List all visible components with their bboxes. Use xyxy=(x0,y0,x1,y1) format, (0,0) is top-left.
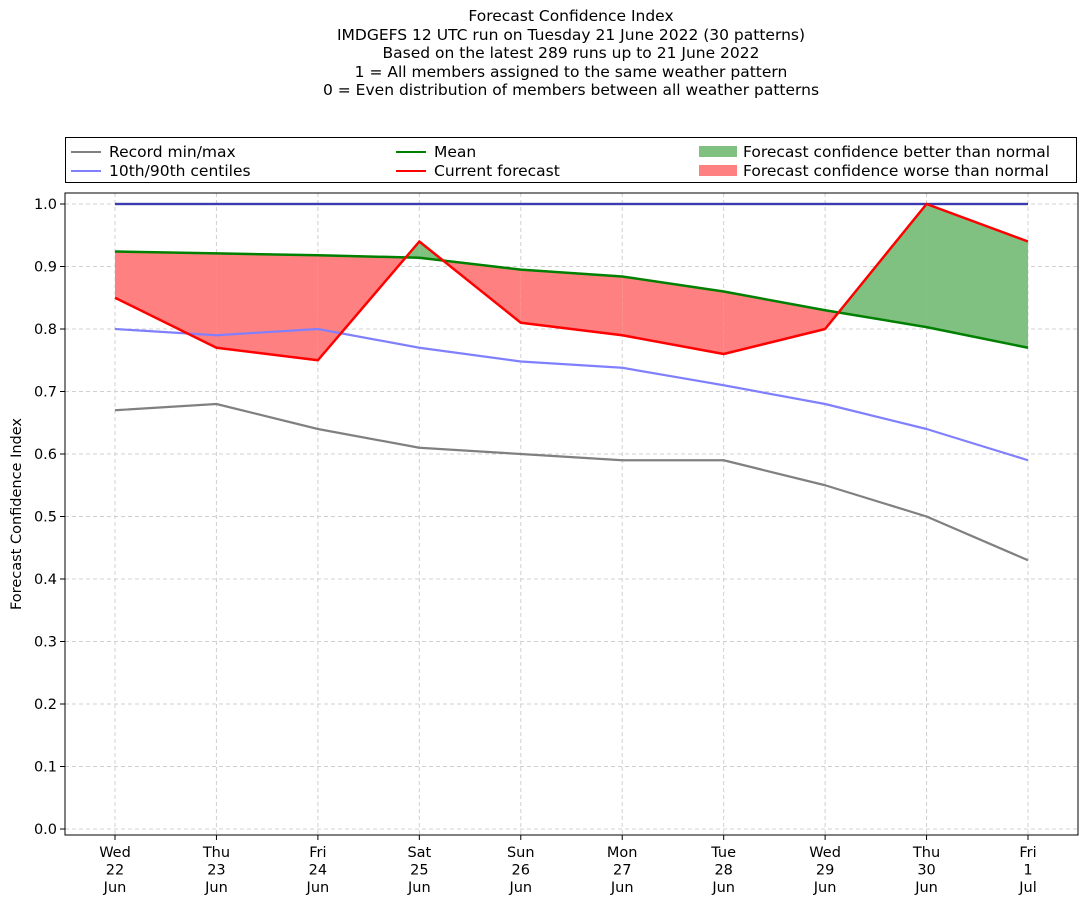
y-tick-label-10: 1.0 xyxy=(34,197,57,213)
x-tick-label-5: Mon 27 Jun xyxy=(607,845,638,896)
fill-worse-7 xyxy=(622,276,724,354)
x-tick-label-9: Fri 1 Jul xyxy=(1018,845,1037,896)
title-line-4: 1 = All members assigned to the same wea… xyxy=(354,62,788,81)
fill-worse-8 xyxy=(723,291,826,354)
title-line-3: Based on the latest 289 runs up to 21 Ju… xyxy=(382,44,760,63)
fill-worse-1 xyxy=(216,253,318,361)
fill-worse-6 xyxy=(520,269,623,336)
y-tick-label-5: 0.5 xyxy=(34,510,57,526)
x-tick-label-8-line-1: 30 xyxy=(917,863,935,879)
y-tick-label-2: 0.2 xyxy=(34,697,57,713)
title-line-1: Forecast Confidence Index xyxy=(468,7,674,25)
x-tick-label-4-line-1: 26 xyxy=(512,863,530,879)
legend-label-mean: Mean xyxy=(434,143,477,161)
x-tick-label-5-line-2: Jun xyxy=(610,880,634,896)
y-tick-label-8: 0.8 xyxy=(34,322,57,338)
fill-better-10 xyxy=(838,204,927,328)
legend-swatch-record xyxy=(71,151,101,153)
chart-title: Forecast Confidence Index IMDGEFS 12 UTC… xyxy=(0,7,1092,100)
y-axis-label: Forecast Confidence Index xyxy=(9,418,25,610)
legend-label-current: Current forecast xyxy=(434,162,560,180)
series-p10-line xyxy=(114,327,1029,462)
x-tick-label-0-line-2: Jun xyxy=(103,880,127,896)
legend-swatch-better xyxy=(699,146,737,157)
y-tick-label-4: 0.4 xyxy=(34,572,57,588)
x-tick-label-7: Wed 29 Jun xyxy=(809,845,841,896)
x-tick-label-6-line-2: Jun xyxy=(711,880,735,896)
legend-swatch-mean xyxy=(396,151,426,153)
x-tick-label-6-line-1: 28 xyxy=(714,863,732,879)
fill-worse-0 xyxy=(115,251,217,348)
legend-label-centiles: 10th/90th centiles xyxy=(109,162,251,180)
x-tick-label-1-line-1: 23 xyxy=(207,863,225,879)
x-tick-label-4-line-2: Jun xyxy=(508,880,532,896)
x-tick-label-3-line-2: Jun xyxy=(407,880,431,896)
x-tick-label-2-line-0: Fri xyxy=(309,845,326,861)
x-tick-label-8: Thu 30 Jun xyxy=(912,845,940,896)
x-tick-label-7-line-2: Jun xyxy=(813,880,837,896)
x-tick-label-1-line-0: Thu xyxy=(202,845,230,861)
x-tick-label-4: Sun 26 Jun xyxy=(507,845,535,896)
fill-better-11 xyxy=(926,204,1028,348)
x-tick-label-7-line-1: 29 xyxy=(816,863,834,879)
x-tick-label-6: Tue 28 Jun xyxy=(710,845,736,896)
x-tick-label-2-line-2: Jun xyxy=(306,880,330,896)
y-tick-label-0: 0.0 xyxy=(34,822,57,838)
legend-swatch-worse xyxy=(699,165,737,176)
series-lines xyxy=(114,202,1029,562)
x-tick-label-4-line-0: Sun xyxy=(507,845,535,861)
x-tick-label-2: Fri 24 Jun xyxy=(306,845,330,896)
x-tick-label-1: Thu 23 Jun xyxy=(202,845,230,896)
x-tick-label-9-line-0: Fri xyxy=(1019,845,1036,861)
x-tick-label-6-line-0: Tue xyxy=(710,845,736,861)
series-current-forecast-line xyxy=(114,202,1029,362)
x-tick-label-9-line-1: 1 xyxy=(1023,863,1032,879)
legend-label-worse: Forecast confidence worse than normal xyxy=(743,162,1049,180)
x-tick-label-0: Wed 22 Jun xyxy=(99,845,131,896)
x-tick-label-5-line-0: Mon xyxy=(607,845,638,861)
y-tick-label-9: 0.9 xyxy=(34,260,57,276)
y-tick-label-7: 0.7 xyxy=(34,385,57,401)
y-tick-label-1: 0.1 xyxy=(34,760,57,776)
confidence-fills xyxy=(115,204,1028,361)
x-tick-label-9-line-2: Jul xyxy=(1018,880,1037,896)
x-tick-label-8-line-2: Jun xyxy=(914,880,938,896)
x-tick-label-3-line-1: 25 xyxy=(410,863,428,879)
y-tick-label-3: 0.3 xyxy=(34,635,57,651)
plot-frame xyxy=(64,192,1079,836)
legend-swatch-centiles xyxy=(71,170,101,172)
series-mean-line xyxy=(114,250,1029,349)
y-tick-label-6: 0.6 xyxy=(34,447,57,463)
x-tick-label-0-line-0: Wed xyxy=(99,845,131,861)
x-tick-label-7-line-0: Wed xyxy=(809,845,841,861)
series-record-min-line xyxy=(114,402,1029,562)
x-tick-label-8-line-0: Thu xyxy=(912,845,940,861)
x-tick-label-2-line-1: 24 xyxy=(309,863,327,879)
legend-label-record: Record min/max xyxy=(109,143,236,161)
x-tick-label-0-line-1: 22 xyxy=(106,863,124,879)
legend-swatch-current xyxy=(396,170,426,172)
x-tick-label-3: Sat 25 Jun xyxy=(407,845,432,896)
legend-label-better: Forecast confidence better than normal xyxy=(743,143,1051,161)
title-line-2: IMDGEFS 12 UTC run on Tuesday 21 June 20… xyxy=(336,25,806,44)
x-tick-label-3-line-0: Sat xyxy=(407,845,431,861)
chart-legend: Record min/max 10th/90th centiles Mean C… xyxy=(65,137,1077,183)
title-line-5: 0 = Even distribution of members between… xyxy=(322,81,820,100)
x-tick-label-1-line-2: Jun xyxy=(204,880,228,896)
x-tick-label-5-line-1: 27 xyxy=(613,863,631,879)
